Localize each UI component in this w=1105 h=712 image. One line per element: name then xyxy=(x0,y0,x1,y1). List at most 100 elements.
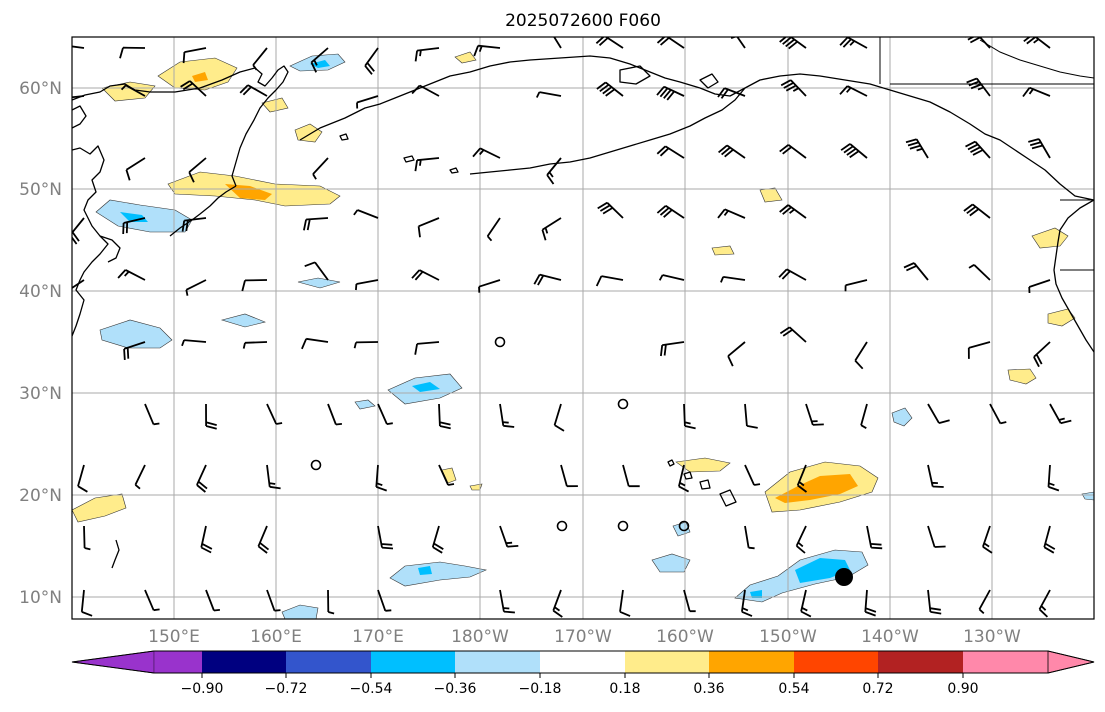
wind-barb xyxy=(927,403,950,424)
wind-barb xyxy=(546,157,562,185)
wind-barb xyxy=(552,589,563,618)
wind-barb xyxy=(72,95,85,99)
wind-barb xyxy=(927,589,942,615)
wind-barb xyxy=(414,341,440,355)
wind-barb xyxy=(144,589,160,612)
wind-barb xyxy=(840,143,868,159)
wind-barb xyxy=(266,589,281,612)
wind-barb xyxy=(205,589,220,612)
wind-barb xyxy=(864,589,877,617)
wind-barb xyxy=(72,279,85,289)
wind-barb xyxy=(499,589,515,614)
wind-barb xyxy=(377,589,392,612)
wind-barb xyxy=(968,264,991,281)
wind-barb xyxy=(80,589,93,617)
wind-barb xyxy=(1033,341,1051,368)
wind-barb xyxy=(741,589,753,617)
colorbar-extend-low xyxy=(71,650,155,674)
wind-barb xyxy=(431,525,444,554)
wind-barb xyxy=(658,274,685,281)
wind-barb xyxy=(353,209,379,219)
wind-barb xyxy=(123,341,146,360)
wind-barb xyxy=(683,589,696,613)
wind-barb xyxy=(377,403,393,425)
colorbar-segment xyxy=(371,651,455,673)
wind-barb xyxy=(241,279,268,292)
wind-barb xyxy=(800,589,812,618)
wind-barb xyxy=(596,81,624,97)
wind-barb xyxy=(779,204,807,219)
wind-barb xyxy=(553,403,565,432)
wind-barb xyxy=(1028,279,1051,294)
wind-barb xyxy=(860,403,868,429)
wind-barb xyxy=(120,84,146,97)
wind-barb xyxy=(182,47,207,64)
wind-barb xyxy=(656,85,685,101)
wind-barb xyxy=(533,273,562,286)
colorbar-tick-label: −0.90 xyxy=(181,681,224,697)
wind-barb xyxy=(978,589,991,615)
wind-barb xyxy=(717,87,746,99)
colorbar-segment xyxy=(625,651,709,673)
colorbar-segment xyxy=(963,651,1048,673)
colorbar-segment xyxy=(540,651,625,673)
map-frame xyxy=(71,36,1095,620)
wind-barb xyxy=(905,138,929,159)
wind-barb xyxy=(438,464,455,486)
wind-barb xyxy=(1038,589,1051,618)
wind-barb xyxy=(134,464,146,490)
wind-barb xyxy=(965,140,991,159)
wind-barb xyxy=(1043,525,1056,554)
wind-barb xyxy=(927,525,946,548)
lat-label: 40°N xyxy=(19,282,62,302)
wind-barb xyxy=(1047,464,1060,492)
wind-barb xyxy=(205,403,217,430)
colorbar-tick-label: −0.18 xyxy=(519,681,562,697)
wind-barb xyxy=(355,279,379,291)
wind-barb xyxy=(854,341,868,370)
wind-barb xyxy=(185,279,207,296)
wind-barb xyxy=(795,525,807,554)
wind-barb xyxy=(356,95,379,109)
wind-barb xyxy=(560,464,578,488)
wind-barb xyxy=(724,37,746,49)
lat-label: 20°N xyxy=(19,486,62,506)
wind-barb xyxy=(119,46,146,59)
wind-barb xyxy=(535,91,562,98)
wind-barb xyxy=(117,269,146,281)
colorbar-tick-label: 0.90 xyxy=(947,681,978,697)
wind-barb xyxy=(683,403,696,430)
wind-barb xyxy=(200,525,213,554)
lon-label: 140°W xyxy=(861,627,919,647)
wind-barb xyxy=(553,37,562,49)
colorbar-outline xyxy=(71,650,1095,674)
lon-label: 130°W xyxy=(963,627,1021,647)
latitude-labels: 60°N 50°N 40°N 30°N 20°N 10°N xyxy=(19,79,62,608)
wind-barb xyxy=(312,157,329,180)
calm-markers xyxy=(310,336,690,532)
colorbar-tick-label: −0.54 xyxy=(350,681,393,697)
wind-barb xyxy=(1023,37,1051,49)
wind-barb xyxy=(499,403,515,428)
colorbar-tick-label: −0.72 xyxy=(265,681,308,697)
political-borders xyxy=(879,37,1094,271)
lon-label: 180°W xyxy=(451,627,509,647)
wind-barb xyxy=(180,80,207,97)
wind-barb xyxy=(377,525,394,550)
wind-barb xyxy=(839,37,868,49)
wind-barb xyxy=(125,157,146,181)
wind-barb xyxy=(364,47,379,75)
wind-barb xyxy=(122,217,146,235)
wind-barb xyxy=(796,464,808,493)
wind-barb xyxy=(1049,403,1072,425)
wind-barb xyxy=(266,403,283,425)
wind-barb xyxy=(656,145,685,159)
wind-barb xyxy=(327,403,342,426)
lon-label: 160°W xyxy=(656,627,714,647)
wind-barb xyxy=(411,84,440,97)
colorbar-segment xyxy=(154,651,202,673)
wind-barb xyxy=(486,217,501,242)
wind-barb xyxy=(965,37,991,49)
wind-barb xyxy=(744,525,755,550)
